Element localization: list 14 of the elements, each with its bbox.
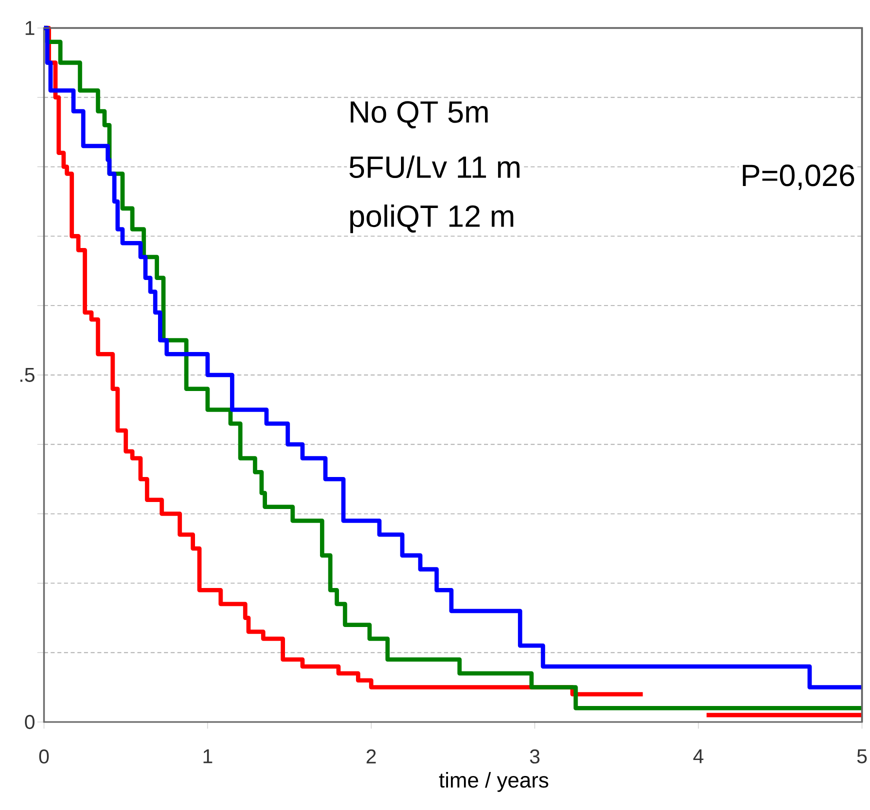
x-tick-label: 3 [530,749,540,764]
annotation: P=0,026 [742,164,854,190]
y-tick-label: 1 [26,21,34,35]
x-tick-label: 1 [204,749,212,764]
y-tick-label: 0 [24,714,34,730]
x-axis-title: time / years [439,772,548,792]
x-tick-label: 4 [693,749,704,764]
y-tick-label: .5 [20,368,34,382]
x-tick-label: 0 [39,749,49,764]
x-tick-label: 2 [366,749,376,764]
x-tick-label: 5 [857,749,867,764]
annotation: poliQT 12 m [350,204,514,234]
annotation: 5FU/Lv 11 m [349,156,520,178]
annotation: No QT 5m [350,101,488,128]
